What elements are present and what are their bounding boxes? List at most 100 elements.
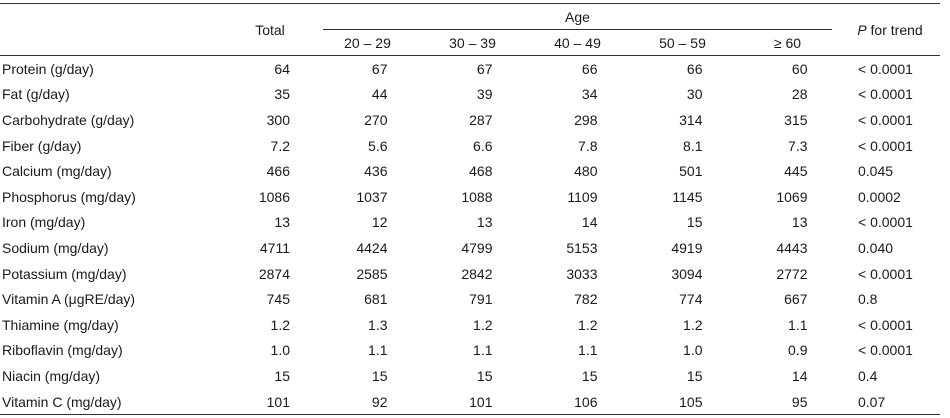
cell-value: 681	[364, 291, 388, 308]
cell-value: 60	[791, 60, 808, 77]
age-group-value: 667	[735, 286, 840, 312]
age-group-value: 315	[735, 107, 840, 133]
age-group-value: 1037	[315, 184, 420, 210]
p-trend-value: 0.8	[858, 291, 878, 308]
age-group-value: 7.8	[525, 133, 630, 159]
header-row-1: Total Age P for trend	[0, 3, 940, 38]
total-value: 64	[225, 56, 315, 82]
cell-value: 30	[686, 86, 703, 103]
age-group-value: 105	[630, 389, 735, 415]
cell-value: 1069	[776, 188, 808, 205]
cell-value: 436	[364, 163, 388, 180]
age-span-rule	[323, 29, 832, 30]
cell-value: 1.1	[578, 342, 598, 359]
age-group-value: 314	[630, 107, 735, 133]
cell-value: 101	[469, 393, 493, 410]
cell-value: 67	[371, 60, 388, 77]
age-group-value: 1.3	[315, 312, 420, 338]
age-group-value: 1.0	[630, 338, 735, 364]
cell-value: 95	[791, 393, 808, 410]
age-group-value: 12	[315, 210, 420, 236]
cell-value: 15	[274, 367, 290, 384]
cell-value: 3094	[671, 265, 703, 282]
age-group-value: 39	[420, 82, 525, 108]
total-value: 745	[225, 286, 315, 312]
age-group-value: 3094	[630, 261, 735, 287]
age-group-value: 1.1	[420, 338, 525, 364]
age-group-value: 1088	[420, 184, 525, 210]
cell-value: 1.3	[368, 316, 388, 333]
age-group-value: 5153	[525, 235, 630, 261]
age-group-value: 791	[420, 286, 525, 312]
header-p-italic: P	[857, 21, 867, 38]
age-group-value: 30	[630, 82, 735, 108]
age-group-value: 67	[420, 56, 525, 82]
cell-value: 2842	[461, 265, 493, 282]
age-group-value: 92	[315, 389, 420, 415]
nutrient-name: Vitamin C (mg/day)	[2, 393, 122, 410]
table-row: Vitamin A (μgRE/day) 745 681 791 782 774 667 0.…	[0, 286, 940, 312]
header-age-group: 50 – 59	[659, 34, 706, 51]
cell-value: 28	[791, 86, 808, 103]
nutrient-name: Fiber (g/day)	[2, 137, 82, 154]
cell-value: 7.8	[578, 137, 598, 154]
age-group-value: 106	[525, 389, 630, 415]
cell-value: 105	[679, 393, 703, 410]
cell-value: 1037	[356, 188, 388, 205]
cell-value: 4799	[461, 239, 493, 256]
age-group-value: 101	[420, 389, 525, 415]
table-row: Fat (g/day) 35 44 39 34 30 28 < 0.0001	[0, 82, 940, 108]
age-group-value: 1145	[630, 184, 735, 210]
cell-value: 1.2	[270, 316, 290, 333]
age-group-value: 2585	[315, 261, 420, 287]
nutrient-name: Fat (g/day)	[2, 86, 70, 103]
total-value: 101	[225, 389, 315, 415]
cell-value: 6.6	[473, 137, 493, 154]
cell-value: 4919	[671, 239, 703, 256]
age-group-value: 4443	[735, 235, 840, 261]
header-age-label: Age	[565, 9, 590, 25]
cell-value: 7.3	[788, 137, 808, 154]
age-group-value: 15	[630, 363, 735, 389]
age-group-value: 1.1	[525, 338, 630, 364]
cell-value: 7.2	[270, 137, 290, 154]
age-group-value: 1.1	[735, 312, 840, 338]
age-group-value: 774	[630, 286, 735, 312]
nutrient-name: Phosphorus (mg/day)	[2, 188, 136, 205]
cell-value: 1.1	[368, 342, 388, 359]
cell-value: 1086	[258, 188, 290, 205]
p-trend-value: < 0.0001	[858, 137, 913, 154]
cell-value: 466	[266, 163, 290, 180]
age-group-value: 2842	[420, 261, 525, 287]
age-group-value: 3033	[525, 261, 630, 287]
cell-value: 5.6	[368, 137, 388, 154]
total-value: 13	[225, 210, 315, 236]
cell-value: 106	[574, 393, 598, 410]
table-header: Total Age P for trend 20 – 29 30 – 39 40…	[0, 3, 940, 56]
cell-value: 67	[476, 60, 493, 77]
cell-value: 34	[581, 86, 598, 103]
total-value: 15	[225, 363, 315, 389]
cell-value: 2585	[356, 265, 388, 282]
age-group-value: 4799	[420, 235, 525, 261]
age-group-value: 15	[315, 363, 420, 389]
age-group-value: 1.2	[525, 312, 630, 338]
age-group-value: 1069	[735, 184, 840, 210]
nutrient-name: Sodium (mg/day)	[2, 239, 109, 256]
age-group-value: 34	[525, 82, 630, 108]
age-group-value: 0.9	[735, 338, 840, 364]
table-row: Iron (mg/day) 13 12 13 14 15 13 < 0.0001	[0, 210, 940, 236]
cell-value: 101	[266, 393, 290, 410]
age-group-value: 15	[630, 210, 735, 236]
age-group-value: 14	[525, 210, 630, 236]
age-group-value: 44	[315, 82, 420, 108]
p-trend-value: 0.07	[858, 393, 886, 410]
age-group-value: 13	[735, 210, 840, 236]
age-group-value: 7.3	[735, 133, 840, 159]
cell-value: 14	[791, 367, 808, 384]
nutrient-name: Riboflavin (mg/day)	[2, 342, 123, 359]
cell-value: 314	[679, 111, 703, 128]
total-value: 1.0	[225, 338, 315, 364]
total-value: 466	[225, 158, 315, 184]
